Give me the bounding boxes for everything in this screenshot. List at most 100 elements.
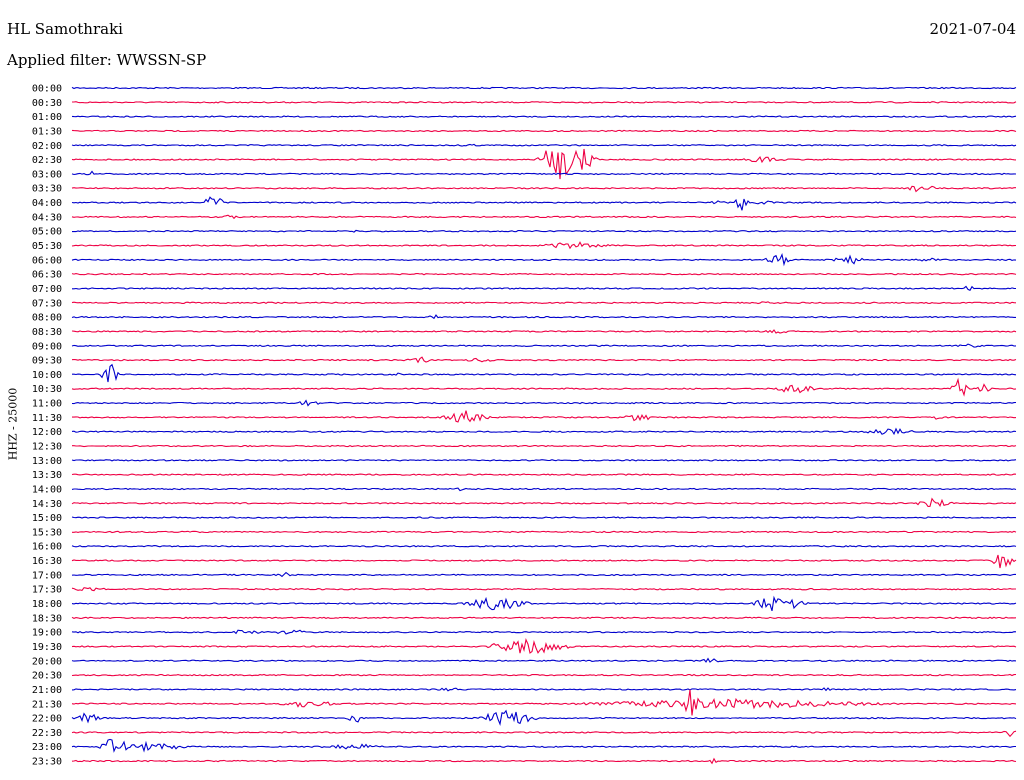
trace-line (71, 487, 1017, 492)
time-tick-label: 09:30 (32, 356, 62, 367)
time-tick-label: 10:30 (32, 384, 62, 395)
station-name: HL Samothraki (7, 20, 123, 38)
trace-line (71, 377, 1017, 397)
time-tick-label: 12:30 (32, 442, 62, 453)
trace-line (72, 285, 1017, 292)
time-tick-label: 10:00 (32, 370, 62, 381)
trace-line (71, 689, 1017, 716)
trace-line (71, 343, 1017, 348)
trace-line (71, 301, 1017, 305)
time-tick-label: 01:30 (32, 126, 62, 137)
trace-line (71, 115, 1017, 118)
time-tick-label: 20:30 (32, 671, 62, 682)
time-tick-label: 07:00 (32, 284, 62, 295)
trace-line (71, 629, 1017, 635)
time-tick-label: 21:30 (32, 699, 62, 710)
filter-label: Applied filter: WWSSN-SP (7, 51, 207, 69)
time-tick-label: 13:30 (32, 470, 62, 481)
time-tick-label: 14:00 (32, 484, 62, 495)
trace-line (71, 757, 1017, 765)
time-tick-label: 04:30 (32, 212, 62, 223)
time-tick-label: 01:00 (32, 112, 62, 123)
trace-line (71, 497, 1017, 507)
trace-line (71, 241, 1017, 250)
trace-line (71, 196, 1017, 211)
time-tick-label: 13:00 (32, 456, 62, 467)
trace-line (71, 709, 1017, 726)
time-tick-label: 11:30 (32, 413, 62, 424)
time-tick-label: 21:00 (32, 685, 62, 696)
trace-line (71, 595, 1017, 612)
time-tick-label: 12:00 (32, 427, 62, 438)
time-tick-label: 04:00 (32, 198, 62, 209)
time-tick-label: 02:00 (32, 141, 62, 152)
trace-line (71, 356, 1017, 364)
trace-line (71, 214, 1017, 220)
trace-line (71, 657, 1017, 663)
trace-line (72, 530, 1017, 534)
time-tick-label: 09:00 (32, 341, 62, 352)
time-tick-label: 15:00 (32, 513, 62, 524)
trace-line (71, 516, 1017, 519)
time-tick-label: 08:30 (32, 327, 62, 338)
trace-line (71, 129, 1017, 133)
time-tick-label: 03:00 (32, 169, 62, 180)
trace-line (71, 143, 1017, 147)
time-tick-label: 22:30 (32, 728, 62, 739)
trace-line (71, 673, 1017, 677)
time-tick-label: 00:00 (32, 84, 62, 95)
trace-line (71, 638, 1017, 654)
trace-line (71, 473, 1017, 476)
time-tick-label: 17:30 (32, 585, 62, 596)
trace-line (71, 314, 1016, 320)
time-tick-label: 18:30 (32, 613, 62, 624)
trace-line (71, 252, 1017, 267)
record-date: 2021-07-04 (929, 20, 1016, 38)
trace-line (71, 554, 1017, 569)
time-tick-label: 03:30 (32, 184, 62, 195)
time-tick-label: 00:30 (32, 98, 62, 109)
trace-line (71, 272, 1017, 276)
trace-line (72, 101, 1017, 104)
time-tick-label: 08:00 (32, 313, 62, 324)
time-tick-label: 18:00 (32, 599, 62, 610)
trace-line (72, 444, 1017, 448)
time-tick-label: 23:00 (32, 742, 62, 753)
time-tick-label: 19:00 (32, 628, 62, 639)
time-tick-label: 05:30 (32, 241, 62, 252)
trace-line (71, 571, 1016, 578)
time-tick-label: 19:30 (32, 642, 62, 653)
trace-line (72, 229, 1017, 233)
trace-line (71, 616, 1017, 620)
trace-line (71, 459, 1017, 462)
trace-line (71, 738, 1016, 753)
trace-line (71, 544, 1017, 548)
time-tick-label: 22:00 (32, 714, 62, 725)
time-tick-label: 11:00 (32, 399, 62, 410)
trace-line (71, 587, 1016, 592)
trace-line (72, 363, 1017, 383)
time-tick-label: 07:30 (32, 298, 62, 309)
trace-line (71, 399, 1017, 407)
trace-line (71, 148, 1017, 180)
trace-line (71, 329, 1017, 334)
time-tick-label: 16:30 (32, 556, 62, 567)
trace-line (71, 730, 1017, 738)
trace-line (72, 410, 1017, 423)
trace-line (71, 427, 1017, 436)
time-tick-label: 17:00 (32, 570, 62, 581)
time-tick-label: 16:00 (32, 542, 62, 553)
trace-line (71, 170, 1017, 176)
time-tick-label: 02:30 (32, 155, 62, 166)
time-tick-label: 20:00 (32, 656, 62, 667)
time-tick-label: 15:30 (32, 527, 62, 538)
time-tick-label: 05:00 (32, 227, 62, 238)
trace-line (71, 86, 1017, 90)
time-tick-label: 06:00 (32, 255, 62, 266)
time-tick-label: 14:30 (32, 499, 62, 510)
time-tick-label: 06:30 (32, 270, 62, 281)
trace-line (71, 687, 1017, 692)
time-tick-label: 23:30 (32, 757, 62, 768)
trace-line (71, 185, 1016, 193)
